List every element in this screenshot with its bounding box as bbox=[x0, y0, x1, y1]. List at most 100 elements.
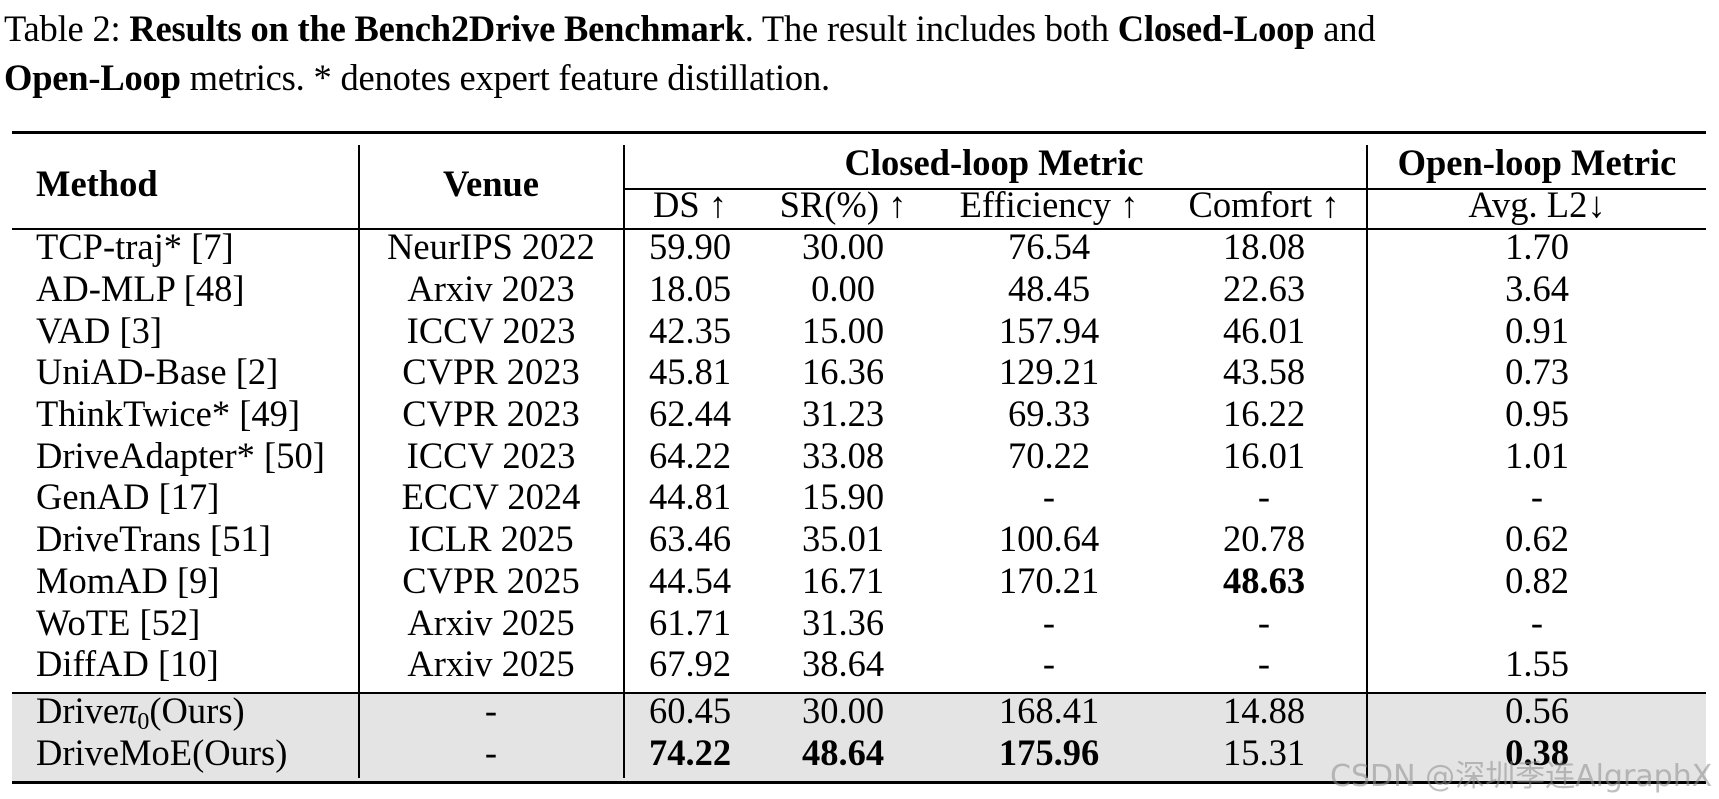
row-venue: ECCV 2024 bbox=[401, 476, 581, 517]
row-eff: 168.41 bbox=[998, 690, 1100, 731]
row-ds: 64.22 bbox=[648, 435, 732, 476]
row-sr: 48.64 bbox=[801, 732, 885, 773]
row-venue: - bbox=[484, 690, 498, 731]
row-l2: 1.70 bbox=[1505, 226, 1569, 267]
row-eff: 157.94 bbox=[998, 310, 1100, 351]
row-venue: CVPR 2023 bbox=[402, 351, 580, 392]
row-method: WoTE [52] bbox=[36, 602, 201, 643]
row-method: DiffAD [10] bbox=[36, 643, 219, 684]
header-method: Method bbox=[36, 163, 158, 204]
row-comf: 46.01 bbox=[1222, 310, 1306, 351]
row-comf: 14.88 bbox=[1222, 690, 1306, 731]
row-l2: 0.56 bbox=[1505, 690, 1569, 731]
row-ds: 61.71 bbox=[648, 602, 732, 643]
row-method: DriveTrans [51] bbox=[36, 518, 271, 559]
group-midrule bbox=[624, 188, 1706, 190]
row-method: AD-MLP [48] bbox=[36, 268, 245, 309]
header-rule bbox=[12, 228, 1706, 230]
row-comf: - bbox=[1257, 476, 1271, 517]
header-closed-loop-group: Closed-loop Metric bbox=[844, 142, 1144, 183]
row-sr: 15.00 bbox=[801, 310, 885, 351]
row-ds: 62.44 bbox=[648, 393, 732, 434]
row-comf: 22.63 bbox=[1222, 268, 1306, 309]
row-ds: 67.92 bbox=[648, 643, 732, 684]
row-sr: 33.08 bbox=[801, 435, 885, 476]
row-eff: 70.22 bbox=[1007, 435, 1091, 476]
row-l2: 1.55 bbox=[1505, 643, 1569, 684]
row-method: ThinkTwice* [49] bbox=[36, 393, 301, 434]
row-comf: - bbox=[1257, 643, 1271, 684]
watermark: CSDN @深圳季连AlgraphX bbox=[1330, 759, 1713, 794]
row-method: VAD [3] bbox=[36, 310, 163, 351]
row-venue: - bbox=[484, 732, 498, 773]
row-method: DriveMoE(Ours) bbox=[36, 732, 288, 773]
row-ds: 74.22 bbox=[648, 732, 732, 773]
row-eff: 170.21 bbox=[998, 560, 1100, 601]
row-venue: ICCV 2023 bbox=[406, 435, 576, 476]
row-method: GenAD [17] bbox=[36, 476, 220, 517]
row-eff: - bbox=[1042, 602, 1056, 643]
row-comf: 43.58 bbox=[1222, 351, 1306, 392]
row-method: UniAD-Base [2] bbox=[36, 351, 279, 392]
row-venue: CVPR 2023 bbox=[402, 393, 580, 434]
row-sr: 31.36 bbox=[801, 602, 885, 643]
row-method: TCP-traj* [7] bbox=[36, 226, 234, 267]
header-ds: DS ↑ bbox=[652, 184, 728, 225]
row-sr: 16.71 bbox=[801, 560, 885, 601]
row-sr: 16.36 bbox=[801, 351, 885, 392]
row-eff: 69.33 bbox=[1007, 393, 1091, 434]
row-eff: - bbox=[1042, 476, 1056, 517]
row-method: MomAD [9] bbox=[36, 560, 220, 601]
row-method: DriveAdapter* [50] bbox=[36, 435, 325, 476]
row-sr: 30.00 bbox=[801, 226, 885, 267]
row-comf: 16.01 bbox=[1222, 435, 1306, 476]
row-sr: 0.00 bbox=[811, 268, 875, 309]
row-venue: Arxiv 2025 bbox=[407, 643, 575, 684]
header-venue: Venue bbox=[442, 163, 540, 204]
row-ds: 42.35 bbox=[648, 310, 732, 351]
top-rule bbox=[12, 131, 1706, 134]
row-venue: ICCV 2023 bbox=[406, 310, 576, 351]
row-comf: 18.08 bbox=[1222, 226, 1306, 267]
row-l2: 0.38 bbox=[1505, 732, 1569, 773]
header-open-loop-group: Open-loop Metric bbox=[1397, 142, 1677, 183]
row-eff: 100.64 bbox=[998, 518, 1100, 559]
row-ds: 60.45 bbox=[648, 690, 732, 731]
header-efficiency: Efficiency ↑ bbox=[959, 184, 1139, 225]
row-venue: Arxiv 2025 bbox=[407, 602, 575, 643]
header-comfort: Comfort ↑ bbox=[1188, 184, 1340, 225]
row-sr: 35.01 bbox=[801, 518, 885, 559]
table-caption: Table 2: Results on the Bench2Drive Benc… bbox=[4, 8, 1376, 98]
row-comf: 48.63 bbox=[1222, 560, 1306, 601]
row-venue: ICLR 2025 bbox=[408, 518, 574, 559]
row-sr: 38.64 bbox=[801, 643, 885, 684]
row-sr: 30.00 bbox=[801, 690, 885, 731]
vrule-venue bbox=[623, 145, 625, 778]
ours-highlight-band bbox=[12, 694, 1706, 781]
bottom-rule bbox=[12, 781, 1706, 784]
row-comf: - bbox=[1257, 602, 1271, 643]
row-eff: 175.96 bbox=[998, 732, 1100, 773]
row-ds: 63.46 bbox=[648, 518, 732, 559]
row-eff: 76.54 bbox=[1007, 226, 1091, 267]
row-ds: 44.81 bbox=[648, 476, 732, 517]
row-l2: - bbox=[1530, 476, 1544, 517]
vrule-method bbox=[358, 145, 360, 778]
row-l2: 0.73 bbox=[1505, 351, 1569, 392]
row-venue: NeurIPS 2022 bbox=[387, 226, 595, 267]
row-sr: 31.23 bbox=[801, 393, 885, 434]
row-eff: 129.21 bbox=[998, 351, 1100, 392]
row-l2: 0.82 bbox=[1505, 560, 1569, 601]
row-l2: 0.91 bbox=[1505, 310, 1569, 351]
row-eff: 48.45 bbox=[1007, 268, 1091, 309]
row-eff: - bbox=[1042, 643, 1056, 684]
row-method: Driveπ0(Ours) bbox=[36, 690, 245, 735]
vrule-closed bbox=[1366, 145, 1368, 778]
row-ds: 44.54 bbox=[648, 560, 732, 601]
row-sr: 15.90 bbox=[801, 476, 885, 517]
row-l2: 3.64 bbox=[1505, 268, 1569, 309]
row-ds: 59.90 bbox=[648, 226, 732, 267]
row-l2: 0.62 bbox=[1505, 518, 1569, 559]
row-l2: - bbox=[1530, 602, 1544, 643]
row-l2: 1.01 bbox=[1505, 435, 1569, 476]
